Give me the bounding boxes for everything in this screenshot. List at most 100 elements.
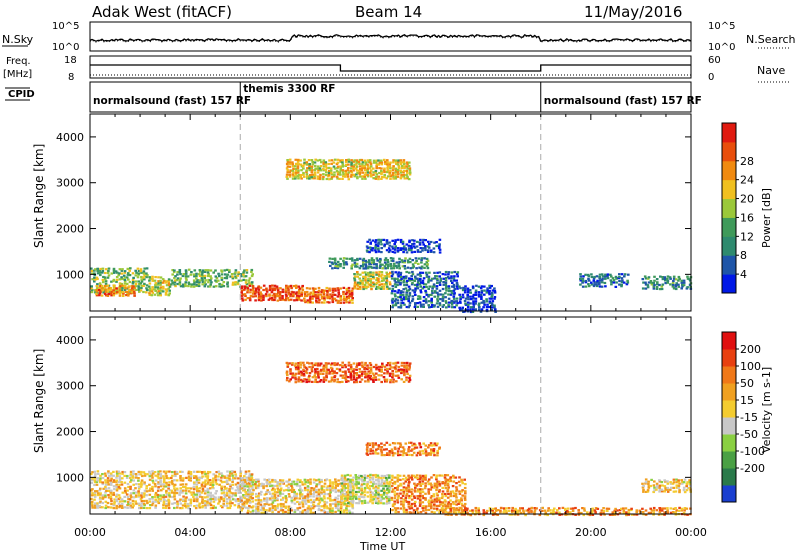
radar-cell <box>336 265 340 268</box>
radar-cell <box>237 279 241 282</box>
radar-cell <box>303 378 306 381</box>
radar-cell <box>446 474 450 477</box>
radar-cell <box>396 492 399 495</box>
radar-cell <box>305 378 308 381</box>
radar-cell <box>414 261 417 264</box>
radar-cell <box>396 249 400 252</box>
radar-cell <box>349 474 352 477</box>
radar-cell <box>110 493 113 496</box>
radar-cell <box>431 287 434 290</box>
radar-cell <box>392 159 395 162</box>
radar-cell <box>159 279 162 282</box>
radar-cell <box>396 478 400 481</box>
radar-cell <box>341 380 344 383</box>
radar-cell <box>229 491 232 494</box>
radar-cell <box>350 257 354 260</box>
radar-cell <box>240 289 244 292</box>
radar-cell <box>416 507 419 510</box>
radar-cell <box>445 285 448 288</box>
radar-cell <box>388 173 391 176</box>
radar-cell <box>394 240 397 244</box>
radar-cell <box>297 362 300 365</box>
radar-cell <box>248 277 252 280</box>
radar-cell <box>137 272 141 275</box>
radar-cell <box>347 178 351 181</box>
radar-cell <box>319 169 322 172</box>
radar-cell <box>375 163 379 166</box>
radar-cell <box>271 480 274 483</box>
radar-cell <box>112 491 115 494</box>
radar-cell <box>410 511 413 514</box>
radar-cell <box>195 274 198 277</box>
radar-cell <box>440 496 444 500</box>
radar-cell <box>320 487 324 490</box>
radar-cell <box>260 505 264 508</box>
radar-cell <box>655 286 659 289</box>
radar-cell <box>491 513 495 516</box>
radar-cell <box>663 507 666 510</box>
radar-cell <box>121 286 124 290</box>
radar-cell <box>320 488 324 491</box>
radar-cell <box>201 471 204 474</box>
radar-cell <box>96 494 100 497</box>
radar-cell <box>314 291 317 294</box>
radar-cell <box>151 500 155 503</box>
radar-cell <box>302 374 306 377</box>
radar-cell <box>324 479 327 482</box>
radar-cell <box>416 273 420 276</box>
radar-cell <box>318 158 322 162</box>
radar-cell <box>184 277 188 280</box>
radar-cell <box>299 175 302 178</box>
radar-cell <box>438 446 441 449</box>
radar-cell <box>393 452 396 455</box>
radar-cell <box>411 270 414 274</box>
radar-cell <box>475 284 478 287</box>
radar-cell <box>294 381 298 384</box>
radar-cell <box>413 482 416 485</box>
radar-cell <box>153 293 157 296</box>
radar-cell <box>372 474 375 477</box>
radar-cell <box>314 362 317 365</box>
radar-cell <box>262 284 266 287</box>
radar-cell <box>361 271 365 274</box>
radar-cell <box>222 489 226 492</box>
radar-cell <box>366 486 370 489</box>
radar-cell <box>439 293 443 296</box>
radar-cell <box>98 479 102 482</box>
radar-cell <box>401 293 405 297</box>
radar-cell <box>341 177 344 180</box>
radar-cell <box>257 484 260 487</box>
radar-cell <box>193 488 196 491</box>
radar-cell <box>375 167 378 170</box>
radar-cell <box>556 509 559 512</box>
radar-cell <box>371 495 375 498</box>
radar-cell <box>209 481 213 484</box>
radar-cell <box>444 492 447 496</box>
radar-cell <box>403 261 406 264</box>
radar-cell <box>331 299 334 302</box>
radar-cell <box>148 276 151 279</box>
radar-cell <box>346 175 350 178</box>
radar-cell <box>507 507 511 510</box>
radar-cell <box>527 508 530 512</box>
radar-cell <box>93 273 97 277</box>
radar-cell <box>441 299 445 302</box>
radar-cell <box>335 363 339 366</box>
radar-cell <box>168 292 171 295</box>
radar-cell <box>145 288 149 292</box>
radar-cell <box>427 281 430 284</box>
radar-cell <box>187 498 191 501</box>
radar-cell <box>203 470 206 473</box>
radar-cell <box>452 283 456 287</box>
radar-cell <box>361 171 365 174</box>
radar-cell <box>344 171 348 174</box>
radar-cell <box>330 261 334 264</box>
radar-cell <box>348 496 351 499</box>
radar-cell <box>334 478 337 481</box>
radar-cell <box>402 245 406 248</box>
radar-cell <box>225 487 228 490</box>
radar-cell <box>391 245 394 248</box>
radar-cell <box>198 506 202 509</box>
radar-cell <box>134 495 138 498</box>
radar-cell <box>298 295 301 298</box>
